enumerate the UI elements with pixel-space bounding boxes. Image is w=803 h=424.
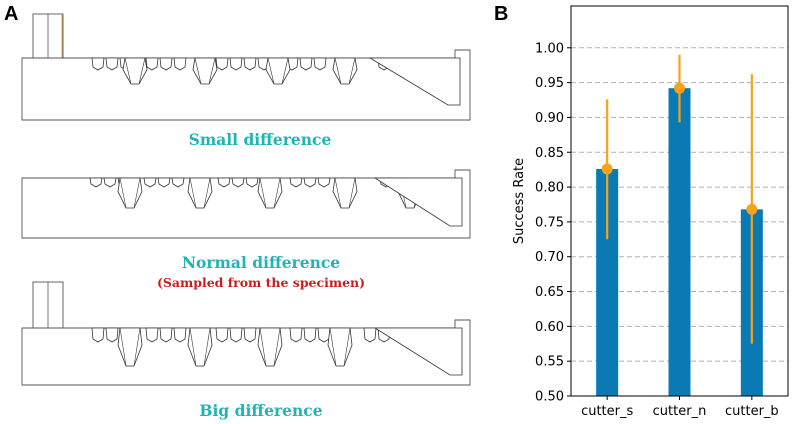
y-tick-label: 0.85 — [535, 146, 564, 161]
large-tooth — [332, 57, 358, 85]
small-tooth — [91, 57, 105, 71]
small-tooth — [289, 327, 303, 343]
small-tooth — [317, 177, 331, 188]
y-tick-label: 0.70 — [535, 250, 564, 265]
small-tooth — [303, 327, 317, 343]
caption-small-difference: Small difference — [189, 130, 332, 149]
bar-cutter_b — [740, 209, 763, 396]
finishing-tooth — [373, 177, 463, 227]
cutter-diagram-small — [21, 13, 471, 121]
y-tick-label: 0.60 — [535, 320, 564, 335]
y-tick-label: 0.65 — [535, 285, 564, 300]
large-tooth — [187, 177, 213, 209]
large-tooth — [117, 177, 143, 209]
small-tooth — [215, 57, 229, 71]
mean-point-cutter_b — [746, 203, 758, 215]
y-tick-label: 0.55 — [535, 355, 564, 370]
y-axis-label: Success Rate — [512, 158, 527, 244]
large-tooth — [257, 327, 283, 367]
panel-a: A Small difference Normal difference (Sa… — [4, 3, 471, 420]
small-tooth — [145, 327, 159, 343]
mean-point-cutter_n — [674, 82, 685, 94]
grid-lines — [571, 47, 788, 397]
caption-big-difference: Big difference — [199, 401, 322, 420]
small-tooth — [105, 57, 119, 71]
small-tooth — [91, 327, 105, 343]
error-bars — [601, 54, 758, 344]
y-tick-label: 0.75 — [535, 215, 564, 230]
large-tooth — [327, 327, 353, 367]
bars — [596, 88, 763, 396]
small-tooth — [313, 57, 327, 71]
small-tooth — [299, 57, 313, 71]
x-tick-label: cutter_b — [725, 404, 779, 419]
small-tooth — [243, 327, 257, 343]
small-tooth — [317, 327, 331, 343]
small-tooth — [229, 57, 243, 71]
small-tooth — [289, 177, 303, 188]
y-tick-label: 0.80 — [535, 181, 564, 196]
small-tooth — [105, 327, 119, 343]
small-tooth — [217, 177, 231, 188]
x-tick-label: cutter_n — [653, 404, 707, 419]
small-tooth — [159, 327, 173, 343]
caption-normal-difference: Normal difference — [182, 253, 340, 272]
finishing-tooth — [373, 327, 463, 376]
bar-cutter_s — [596, 168, 619, 396]
panel-b-label: B — [494, 3, 508, 25]
small-tooth — [143, 177, 157, 188]
small-tooth — [173, 57, 187, 71]
large-tooth — [257, 177, 283, 209]
x-axis-ticks: cutter_s cutter_n cutter_b — [581, 396, 779, 419]
small-tooth — [173, 327, 187, 343]
small-tooth — [215, 327, 229, 343]
caption-sampled-note: (Sampled from the specimen) — [157, 275, 365, 290]
y-tick-label: 0.95 — [535, 76, 564, 91]
plot-frame — [570, 5, 789, 397]
large-tooth — [187, 327, 213, 367]
small-tooth — [157, 177, 171, 188]
small-tooth — [243, 57, 257, 71]
large-tooth — [117, 327, 143, 367]
small-tooth — [229, 327, 243, 343]
y-tick-label: 1.00 — [535, 41, 564, 56]
small-tooth — [89, 177, 103, 188]
cutter-diagram-big — [21, 281, 471, 386]
bar-cutter_n — [668, 88, 691, 396]
small-tooth — [145, 57, 159, 71]
x-tick-label: cutter_s — [581, 404, 633, 419]
large-tooth — [332, 177, 358, 209]
small-tooth — [245, 177, 259, 188]
small-tooth — [303, 177, 317, 188]
y-tick-label: 0.90 — [535, 111, 564, 126]
cutter-diagram-normal — [21, 169, 471, 239]
small-tooth — [159, 57, 173, 71]
finishing-tooth — [368, 57, 461, 106]
y-tick-label: 0.50 — [535, 390, 564, 405]
mean-point-cutter_s — [601, 163, 613, 175]
small-tooth — [363, 327, 377, 343]
large-tooth — [192, 57, 218, 85]
y-axis-ticks: 0.50 0.55 0.60 0.65 0.70 0.75 0.80 0.85 0.90 0.95… — [535, 41, 571, 405]
large-tooth — [122, 57, 148, 85]
small-tooth — [231, 177, 245, 188]
large-tooth — [265, 57, 291, 85]
small-tooth — [171, 177, 185, 188]
small-tooth — [103, 177, 117, 188]
panel-a-label: A — [4, 3, 18, 25]
